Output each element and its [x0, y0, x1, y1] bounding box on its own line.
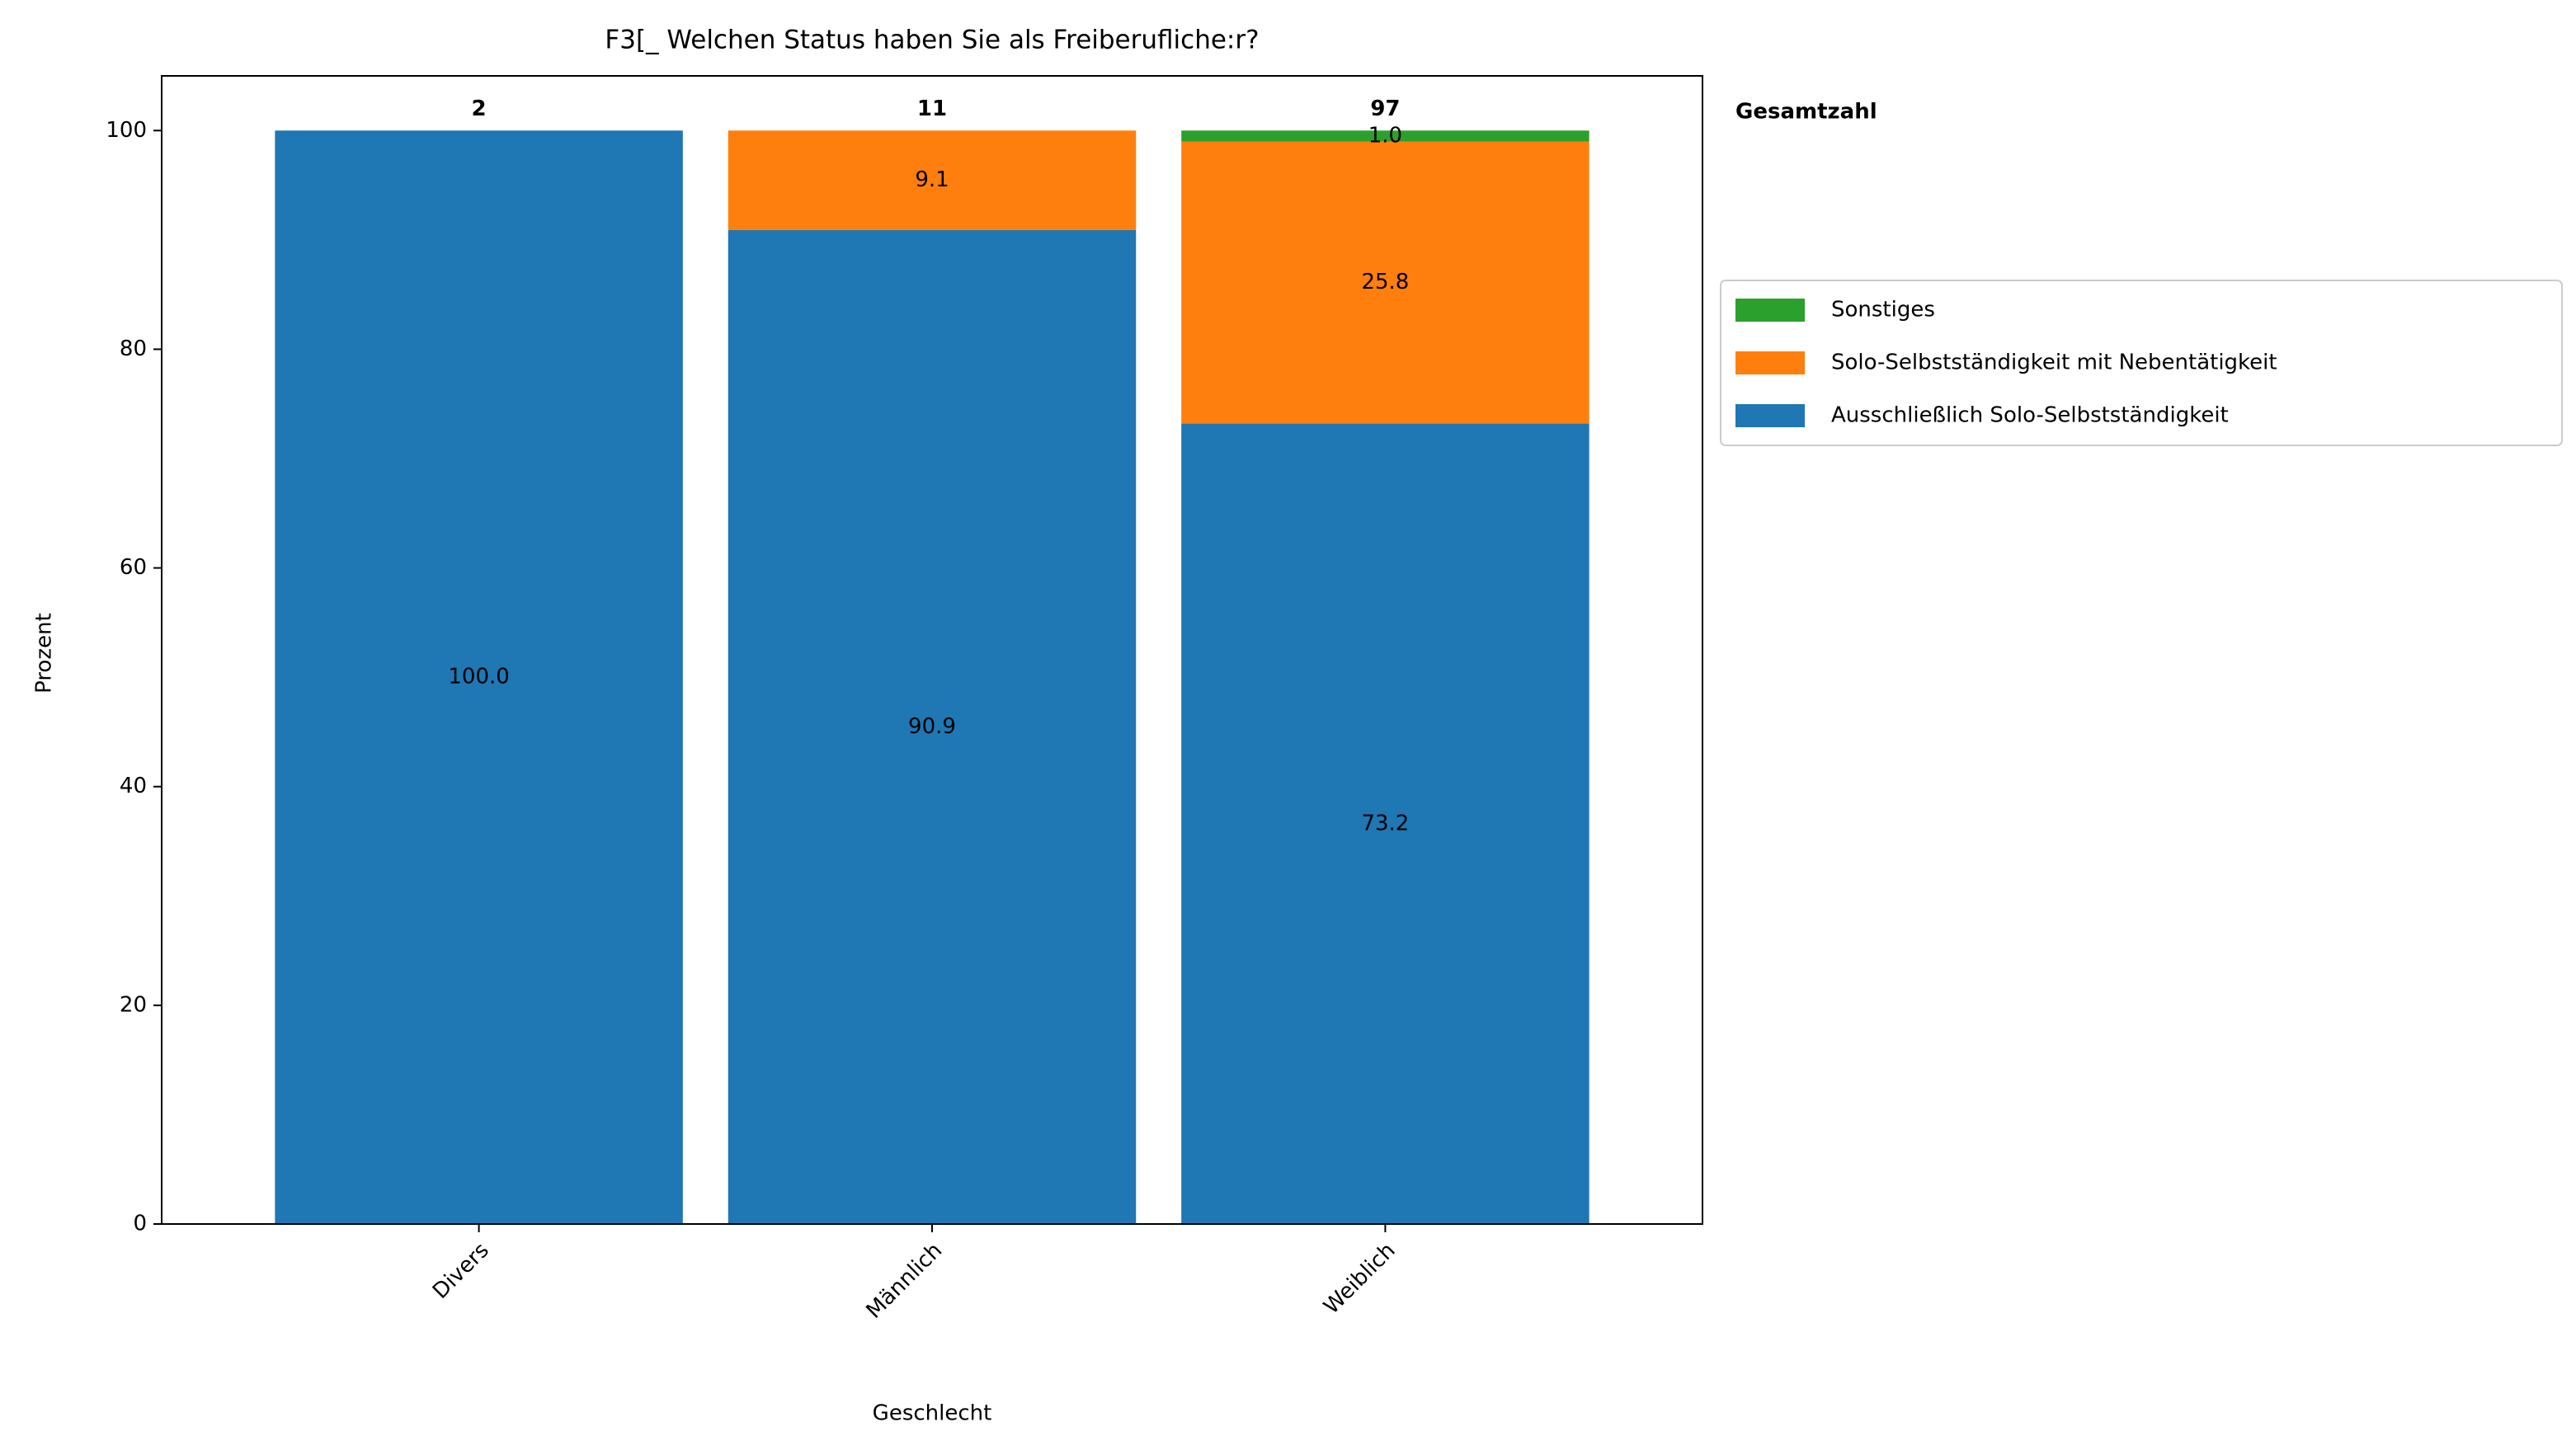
- value-label: 9.1: [915, 167, 949, 192]
- x-axis-label: Geschlecht: [873, 1401, 992, 1426]
- total-label: 11: [917, 97, 947, 121]
- y-tick-label: 80: [120, 337, 147, 361]
- chart-title: F3[_ Welchen Status haben Sie als Freibe…: [605, 26, 1259, 55]
- y-tick-label: 100: [106, 118, 147, 143]
- bar-segment: [275, 130, 683, 1224]
- total-label: 97: [1370, 97, 1400, 121]
- value-label: 100.0: [448, 665, 509, 690]
- legend: Sonstiges Solo-Selbstständigkeit mit Nebe…: [1720, 280, 2563, 446]
- legend-box: [1720, 280, 2563, 446]
- y-axis-label: Prozent: [32, 613, 57, 694]
- plot-frame: [161, 75, 1703, 1225]
- legend-swatch: [1735, 404, 1805, 427]
- y-tick-label: 0: [133, 1212, 147, 1236]
- bar-segment: [1181, 423, 1589, 1224]
- legend-title: Gesamtzahl: [1735, 100, 1877, 125]
- bar-segment: [1181, 130, 1589, 142]
- legend-swatch: [1735, 299, 1805, 322]
- y-tick-label: 60: [120, 555, 147, 580]
- bar-segment: [1181, 141, 1589, 424]
- bar-segment: [728, 229, 1137, 1224]
- value-label: 25.8: [1361, 270, 1409, 294]
- legend-label: Sonstiges: [1831, 298, 1935, 322]
- value-label: 1.0: [1368, 123, 1402, 148]
- value-label: 73.2: [1361, 811, 1409, 836]
- legend-swatch: [1735, 351, 1805, 374]
- y-tick-label: 40: [120, 774, 147, 798]
- total-label: 2: [472, 97, 487, 121]
- bar-segment: [728, 130, 1137, 230]
- legend-label: Solo-Selbstständigkeit mit Nebentätigkei…: [1831, 351, 2277, 375]
- legend-label: Ausschließlich Solo-Selbstständigkeit: [1831, 403, 2229, 428]
- y-tick-label: 20: [120, 992, 147, 1017]
- value-label: 90.9: [908, 714, 956, 739]
